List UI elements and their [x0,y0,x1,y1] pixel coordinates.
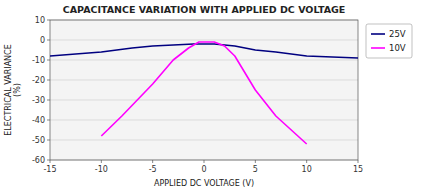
series-line [101,42,306,144]
x-tick-label: 10 [302,165,312,174]
x-tick-label: 15 [353,165,363,174]
y-tick-label: 10 [35,16,45,25]
x-tick [152,160,153,163]
series-group [50,42,358,144]
x-tick-label: -15 [43,165,56,174]
x-tick [358,160,359,163]
legend-swatch [371,33,385,35]
x-tick [50,160,51,163]
y-tick-label: -30 [32,96,45,105]
y-tick-label: -50 [32,136,45,145]
x-axis-label: APPLIED DC VOLTAGE (V) [154,179,254,188]
legend-label: 25V [389,29,406,39]
x-tick [101,160,102,163]
x-tick [255,160,256,163]
x-tick-label: -5 [149,165,157,174]
y-tick [47,60,50,61]
x-tick-label: -10 [95,165,108,174]
plot-area [50,20,358,160]
y-tick-label: -40 [32,116,45,125]
grid-line [50,60,358,61]
x-tick-label: 0 [201,165,206,174]
y-tick [47,120,50,121]
legend-label: 10V [389,43,406,53]
y-tick [47,40,50,41]
y-tick-label: -60 [32,156,45,165]
grid-line [50,40,358,41]
legend: 25V10V [366,24,412,58]
plot-frame [50,20,358,160]
y-tick-label: -10 [32,56,45,65]
legend-box [366,24,412,58]
y-tick [47,140,50,141]
x-tick-label: 5 [253,165,258,174]
y-tick [47,100,50,101]
legend-swatch [371,47,385,49]
y-tick [47,160,50,161]
grid-line [50,80,358,81]
x-tick [306,160,307,163]
y-tick [47,80,50,81]
grid-line [50,140,358,141]
y-tick [47,20,50,21]
y-tick-label: 0 [40,36,45,45]
y-axis-label-line: (%) [13,83,22,97]
grid-line [50,120,358,121]
chart: -60-50-40-30-20-10010-15-10-5051015CAPAC… [0,0,421,193]
series-line [50,44,358,58]
y-axis-label-line: ELECTRICAL VARIANCE [4,44,13,135]
y-tick-label: -20 [32,76,45,85]
y-axis-label: ELECTRICAL VARIANCE(%) [4,44,22,135]
title: CAPACITANCE VARIATION WITH APPLIED DC VO… [63,4,346,15]
x-tick [204,160,205,163]
grid-line [50,100,358,101]
